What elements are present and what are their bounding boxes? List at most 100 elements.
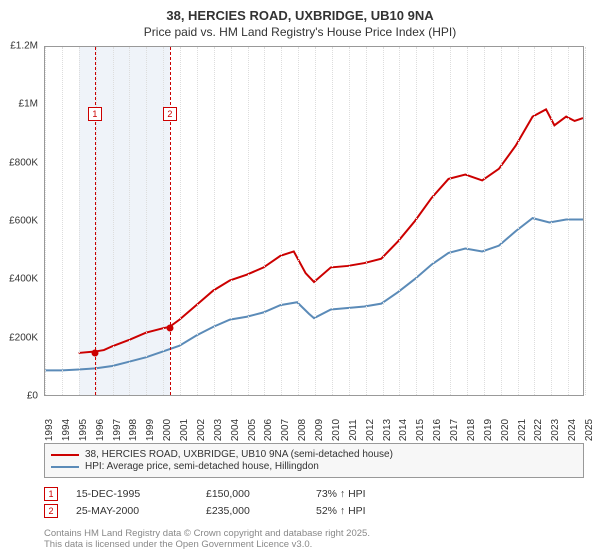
legend-label: 38, HERCIES ROAD, UXBRIDGE, UB10 9NA (se…	[85, 449, 393, 460]
y-tick-label: £1M	[19, 99, 38, 110]
x-tick-label: 2025	[584, 419, 595, 441]
x-tick-label: 2013	[382, 419, 393, 441]
y-tick-label: £200K	[9, 332, 38, 343]
x-tick-label: 2019	[483, 419, 494, 441]
x-axis: 1993 1994 1995 1996 1997 1998 1999 2000 2001 2002…	[44, 398, 584, 442]
x-tick-label: 1994	[61, 419, 72, 441]
x-tick-label: 2000	[162, 419, 173, 441]
x-tick-label: 2020	[500, 419, 511, 441]
x-tick-label: 2003	[213, 419, 224, 441]
gridline	[62, 47, 63, 395]
sale-vline	[170, 47, 171, 395]
legend-swatch	[51, 454, 79, 456]
x-tick-label: 2004	[230, 419, 241, 441]
x-tick-label: 2018	[466, 419, 477, 441]
x-tick-label: 2015	[415, 419, 426, 441]
x-tick-label: 2009	[314, 419, 325, 441]
y-tick-label: £600K	[9, 216, 38, 227]
x-tick-label: 2006	[263, 419, 274, 441]
footer-line2: This data is licensed under the Open Gov…	[44, 539, 370, 550]
gridline	[332, 47, 333, 395]
gridline	[45, 47, 46, 395]
gridline	[113, 47, 114, 395]
x-tick-label: 2017	[449, 419, 460, 441]
sale-vline	[95, 47, 96, 395]
gridline	[146, 47, 147, 395]
title-block: 38, HERCIES ROAD, UXBRIDGE, UB10 9NA Pri…	[0, 0, 600, 43]
series-line	[79, 109, 583, 353]
x-tick-label: 2008	[297, 419, 308, 441]
x-tick-label: 2011	[348, 419, 359, 441]
x-tick-label: 1995	[78, 419, 89, 441]
sale-marker: 1	[88, 107, 102, 121]
gridline	[197, 47, 198, 395]
gridline	[214, 47, 215, 395]
gridline	[349, 47, 350, 395]
gridline	[248, 47, 249, 395]
x-tick-label: 2005	[247, 419, 258, 441]
x-tick-label: 2007	[280, 419, 291, 441]
x-tick-label: 2014	[398, 419, 409, 441]
footer-line1: Contains HM Land Registry data © Crown c…	[44, 528, 370, 539]
sale-date: 15-DEC-1995	[76, 488, 206, 500]
legend-item: HPI: Average price, semi-detached house,…	[51, 461, 577, 472]
sale-pct: 73% ↑ HPI	[316, 488, 436, 500]
gridline	[484, 47, 485, 395]
title-address: 38, HERCIES ROAD, UXBRIDGE, UB10 9NA	[0, 8, 600, 23]
gridline	[399, 47, 400, 395]
gridline	[585, 47, 586, 395]
sale-row-marker: 2	[44, 504, 58, 518]
gridline	[450, 47, 451, 395]
sale-marker: 2	[163, 107, 177, 121]
series-line	[45, 218, 583, 370]
footer: Contains HM Land Registry data © Crown c…	[44, 528, 370, 550]
x-tick-label: 1996	[95, 419, 106, 441]
y-tick-label: £0	[27, 391, 38, 402]
gridline	[518, 47, 519, 395]
gridline	[416, 47, 417, 395]
sale-price: £150,000	[206, 488, 316, 500]
sale-point	[166, 325, 173, 332]
y-tick-label: £1.2M	[10, 41, 38, 52]
sale-row: 225-MAY-2000£235,00052% ↑ HPI	[44, 504, 584, 518]
legend-item: 38, HERCIES ROAD, UXBRIDGE, UB10 9NA (se…	[51, 449, 577, 460]
x-tick-label: 2022	[533, 419, 544, 441]
chart-container: 38, HERCIES ROAD, UXBRIDGE, UB10 9NA Pri…	[0, 0, 600, 560]
x-tick-label: 2016	[432, 419, 443, 441]
x-tick-label: 2023	[550, 419, 561, 441]
gridline	[534, 47, 535, 395]
y-axis: £0£200K£400K£600K£800K£1M£1.2M	[0, 46, 42, 396]
gridline	[163, 47, 164, 395]
x-tick-label: 2010	[331, 419, 342, 441]
gridline	[568, 47, 569, 395]
gridline	[264, 47, 265, 395]
sale-row-marker: 1	[44, 487, 58, 501]
x-tick-label: 1993	[44, 419, 55, 441]
sale-pct: 52% ↑ HPI	[316, 505, 436, 517]
legend: 38, HERCIES ROAD, UXBRIDGE, UB10 9NA (se…	[44, 443, 584, 478]
gridline	[281, 47, 282, 395]
gridline	[383, 47, 384, 395]
sale-row: 1 15-DEC-1995£150,00073% ↑ HPI	[44, 487, 584, 501]
x-tick-label: 2001	[179, 419, 190, 441]
y-tick-label: £800K	[9, 157, 38, 168]
gridline	[180, 47, 181, 395]
x-tick-label: 2021	[517, 419, 528, 441]
gridline	[129, 47, 130, 395]
title-subtitle: Price paid vs. HM Land Registry's House …	[0, 25, 600, 39]
sale-price: £235,000	[206, 505, 316, 517]
legend-label: HPI: Average price, semi-detached house,…	[85, 461, 319, 472]
legend-swatch	[51, 466, 79, 468]
x-tick-label: 1999	[145, 419, 156, 441]
sales-table: 1 15-DEC-1995£150,00073% ↑ HPI 225-MAY-200…	[44, 484, 584, 521]
x-tick-label: 2002	[196, 419, 207, 441]
line-series-svg	[45, 47, 583, 395]
sale-point	[91, 350, 98, 357]
gridline	[467, 47, 468, 395]
x-tick-label: 1997	[112, 419, 123, 441]
y-tick-label: £400K	[9, 274, 38, 285]
plot-area: 12	[44, 46, 584, 396]
x-tick-label: 1998	[128, 419, 139, 441]
gridline	[551, 47, 552, 395]
gridline	[315, 47, 316, 395]
